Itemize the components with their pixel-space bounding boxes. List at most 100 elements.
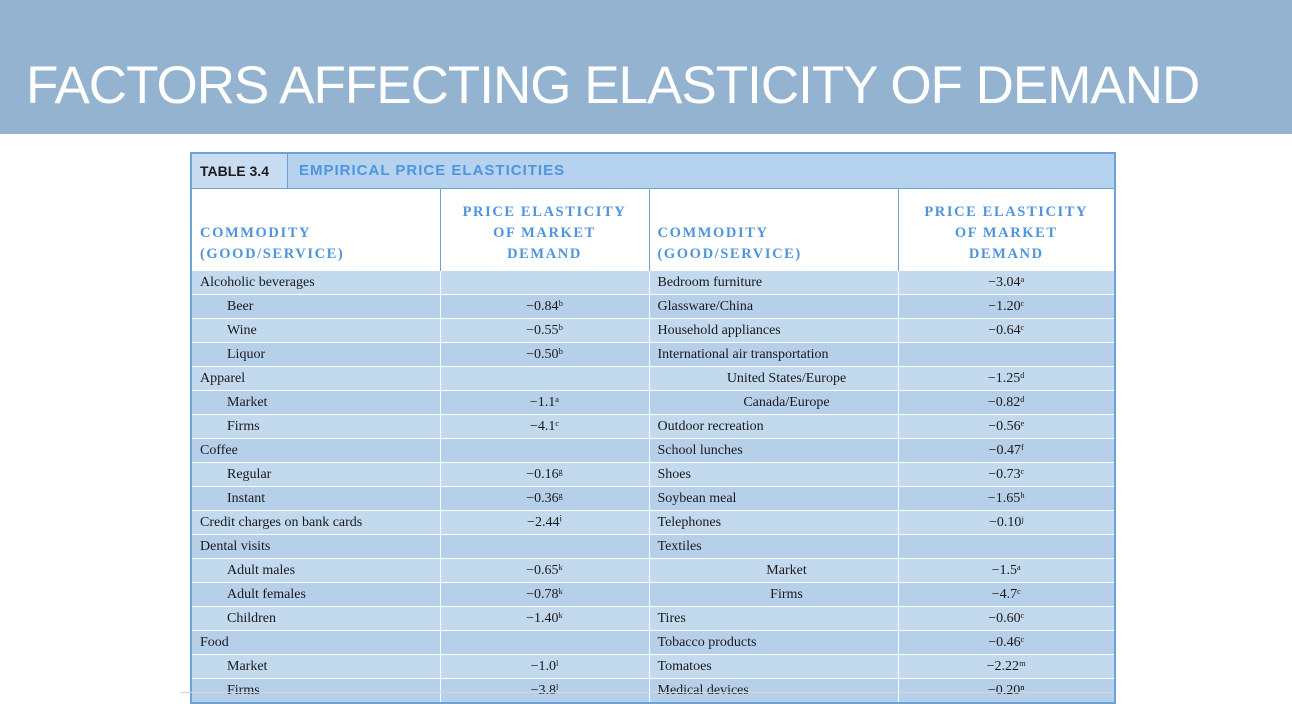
elasticity-cell [439,366,649,391]
elasticity-cell [439,270,649,295]
commodity-cell: Tomatoes [648,654,898,679]
commodity-cell: Coffee [192,438,440,463]
commodity-cell: Children [192,606,440,631]
elasticity-cell: −0.10ʲ [897,510,1114,535]
commodity-cell: Medical devices [648,678,898,702]
commodity-cell: Beer [192,294,440,319]
elasticity-cell [897,342,1114,367]
table-row: Market −1.0ˡ Tomatoes −2.22ᵐ [192,654,1114,679]
table-row: Food Tobacco products −0.46ᶜ [192,630,1114,655]
commodity-cell: Firms [648,582,898,607]
elasticity-cell: −0.36ᵍ [439,486,649,511]
commodity-cell: Market [192,654,440,679]
elasticity-cell: −1.40ᵏ [439,606,649,631]
commodity-cell: Dental visits [192,534,440,559]
elasticity-cell: −1.20ᶜ [897,294,1114,319]
header-commodity-line1: COMMODITY [200,225,312,241]
elasticity-cell: −2.22ᵐ [897,654,1114,679]
elasticity-cell: −0.73ᶜ [897,462,1114,487]
commodity-cell: Market [192,390,440,415]
commodity-cell: Apparel [192,366,440,391]
commodity-cell: International air transportation [648,342,898,367]
title-banner: FACTORS AFFECTING ELASTICITY OF DEMAND [0,0,1292,134]
commodity-cell: Telephones [648,510,898,535]
table-row: Coffee School lunches −0.47ᶠ [192,438,1114,463]
header-elasticity-right: PRICE ELASTICITY OF MARKET DEMAND [897,189,1114,271]
commodity-cell: Firms [192,678,440,702]
elasticity-cell: −0.64ᶜ [897,318,1114,343]
table-row: Instant −0.36ᵍ Soybean meal −1.65ʰ [192,486,1114,511]
table-title: EMPIRICAL PRICE ELASTICITIES [299,162,566,179]
commodity-cell: Food [192,630,440,655]
elasticity-cell: −0.78ᵏ [439,582,649,607]
elasticity-cell: −0.20ⁿ [897,678,1114,702]
header-elasticity-line3: DEMAND [968,246,1044,262]
commodity-cell: Household appliances [648,318,898,343]
header-elasticity-left: PRICE ELASTICITY OF MARKET DEMAND [439,189,649,271]
elasticity-cell: −0.16ᵍ [439,462,649,487]
elasticity-cell: −1.65ʰ [897,486,1114,511]
table-number: TABLE 3.4 [192,154,288,188]
table-row: Alcoholic beverages Bedroom furniture −3.0… [192,270,1114,295]
table-body: Alcoholic beverages Bedroom furniture −3.0… [192,270,1114,702]
elasticity-cell: −0.50ᵇ [439,342,649,367]
data-table: COMMODITY (GOOD/SERVICE) PRICE ELASTICIT… [192,189,1114,702]
table-row: Firms −3.8ˡ Medical devices −0.20ⁿ [192,678,1114,702]
elasticity-cell: −3.8ˡ [439,678,649,702]
header-elasticity-line3: DEMAND [507,246,582,262]
slide-title: FACTORS AFFECTING ELASTICITY OF DEMAND [26,56,1200,115]
header-elasticity-line2: OF MARKET [954,225,1058,241]
elasticity-cell [897,534,1114,559]
header-commodity-left: COMMODITY (GOOD/SERVICE) [192,189,440,271]
elasticity-cell: −1.1ᵃ [439,390,649,415]
commodity-cell: Textiles [648,534,898,559]
commodity-cell: United States/Europe [648,366,898,391]
elasticity-cell [439,438,649,463]
table-row: Firms −4.1ᶜ Outdoor recreation −0.56ᵉ [192,414,1114,439]
header-elasticity-line1: PRICE ELASTICITY [462,204,627,220]
elasticity-cell: −0.65ᵏ [439,558,649,583]
commodity-cell: Liquor [192,342,440,367]
elasticity-cell: −0.46ᶜ [897,630,1114,655]
header-commodity-line1: COMMODITY [657,225,769,241]
header-row: COMMODITY (GOOD/SERVICE) PRICE ELASTICIT… [192,189,1114,271]
elasticity-cell: −4.7ᶜ [897,582,1114,607]
elasticity-cell: −4.1ᶜ [439,414,649,439]
commodity-cell: Tobacco products [648,630,898,655]
commodity-cell: Credit charges on bank cards [192,510,440,535]
commodity-cell: School lunches [648,438,898,463]
elasticity-cell: −2.44ⁱ [439,510,649,535]
table-row: Adult females −0.78ᵏ Firms −4.7ᶜ [192,582,1114,607]
commodity-cell: Bedroom furniture [648,270,898,295]
commodity-cell: Regular [192,462,440,487]
elasticity-cell: −0.47ᶠ [897,438,1114,463]
commodity-cell: Adult males [192,558,440,583]
commodity-cell: Soybean meal [648,486,898,511]
elasticity-cell: −0.60ᶜ [897,606,1114,631]
commodity-cell: Instant [192,486,440,511]
header-commodity-line2: (GOOD/SERVICE) [657,246,802,262]
elasticity-cell: −0.82ᵈ [897,390,1114,415]
header-commodity-right: COMMODITY (GOOD/SERVICE) [648,189,898,271]
table-row: Regular −0.16ᵍ Shoes −0.73ᶜ [192,462,1114,487]
elasticity-cell: −0.55ᵇ [439,318,649,343]
table-row: Apparel United States/Europe −1.25ᵈ [192,366,1114,391]
elasticity-cell: −1.5ᵃ [897,558,1114,583]
elasticity-cell [439,630,649,655]
elasticity-cell: −1.25ᵈ [897,366,1114,391]
commodity-cell: Firms [192,414,440,439]
elasticity-cell [439,534,649,559]
elasticity-cell: −0.56ᵉ [897,414,1114,439]
table-row: Adult males −0.65ᵏ Market −1.5ᵃ [192,558,1114,583]
commodity-cell: Tires [648,606,898,631]
elasticity-table: TABLE 3.4 EMPIRICAL PRICE ELASTICITIES C… [190,152,1116,704]
elasticity-cell: −0.84ᵇ [439,294,649,319]
commodity-cell: Shoes [648,462,898,487]
bottom-divider [180,692,1114,693]
table-row: Market −1.1ᵃ Canada/Europe −0.82ᵈ [192,390,1114,415]
commodity-cell: Market [648,558,898,583]
elasticity-cell: −3.04ᵃ [897,270,1114,295]
table-row: Dental visits Textiles [192,534,1114,559]
table-row: Credit charges on bank cards −2.44ⁱ Teleph… [192,510,1114,535]
commodity-cell: Wine [192,318,440,343]
